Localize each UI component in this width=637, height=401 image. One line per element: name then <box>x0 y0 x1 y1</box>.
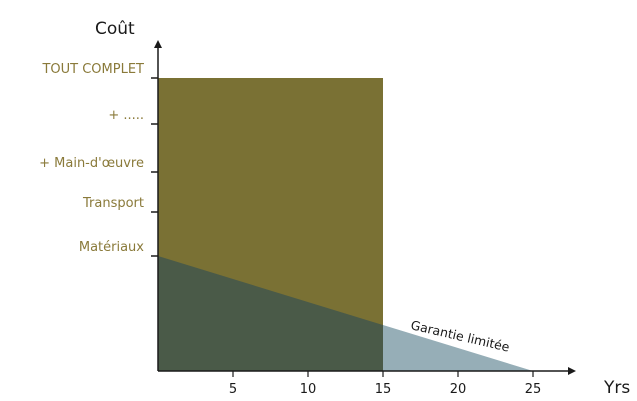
x-tick-label: 20 <box>450 382 467 397</box>
y-tick-label: Matériaux <box>79 240 144 255</box>
x-tick-label: 10 <box>300 382 317 397</box>
x-tick-label: 5 <box>229 382 237 397</box>
y-axis-title: Coût <box>95 19 135 39</box>
x-tick-label: 25 <box>525 382 542 397</box>
chart-axes <box>154 40 576 375</box>
y-tick-label: TOUT COMPLET <box>41 62 144 77</box>
warranty-overlap-area <box>158 256 383 371</box>
x-axis-ticks: 5 10 15 20 25 <box>229 371 541 397</box>
warranty-area <box>383 325 533 371</box>
y-tick-label: Transport <box>82 196 144 211</box>
chart-areas <box>158 78 533 371</box>
x-tick-label: 15 <box>375 382 392 397</box>
y-axis-ticks: Matériaux Transport + Main-d'œuvre + ..... T… <box>39 62 158 257</box>
y-tick-label: + Main-d'œuvre <box>39 156 144 171</box>
y-tick-label: + ..... <box>108 108 144 123</box>
x-axis-title: Yrs <box>603 378 630 398</box>
x-axis-arrow <box>568 367 576 375</box>
y-axis-arrow <box>154 40 162 48</box>
